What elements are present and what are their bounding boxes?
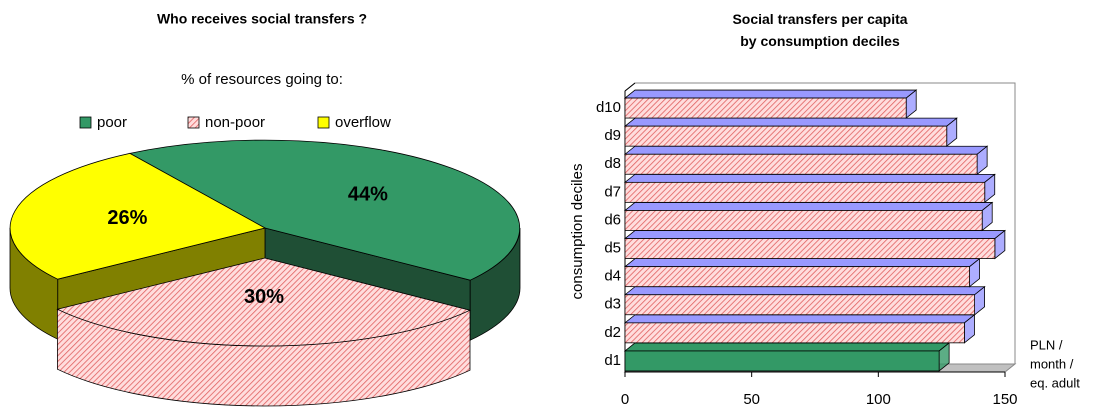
pie-subtitle: % of resources going to: <box>181 71 343 88</box>
bar <box>624 294 976 316</box>
legend-swatch <box>317 116 330 129</box>
bar-top <box>623 342 951 352</box>
y-tick-label: d5 <box>604 240 621 257</box>
y-tick-label: d7 <box>604 183 621 200</box>
bar <box>624 266 970 288</box>
slice-top <box>128 139 521 281</box>
value-label: 30% <box>244 286 284 308</box>
bar-top <box>623 258 981 268</box>
slice-top <box>9 152 267 280</box>
axis-line <box>624 82 636 92</box>
y-tick-label: d6 <box>604 211 621 228</box>
x-axis-unit: PLN / <box>1030 337 1063 352</box>
bar-top <box>623 117 958 127</box>
title-line: Social transfers per capita <box>732 11 907 27</box>
title-line: by consumption deciles <box>740 33 900 49</box>
bar <box>624 153 978 175</box>
bar <box>624 238 996 259</box>
y-tick-label: d9 <box>604 127 621 144</box>
bar-top <box>623 202 994 211</box>
bar <box>624 210 983 231</box>
bar-top <box>623 230 1007 239</box>
y-tick-label: d10 <box>596 99 621 116</box>
bar-title: Social transfers per capita by consumptio… <box>732 11 907 49</box>
x-tick-label: 150 <box>992 391 1017 408</box>
bar-top <box>623 89 918 99</box>
x-tick-label: 50 <box>743 391 760 408</box>
bar <box>624 322 965 344</box>
x-axis-unit: eq. adult <box>1030 375 1080 390</box>
bar <box>624 125 948 147</box>
legend-swatch <box>79 116 92 129</box>
legend-label: overflow <box>335 114 391 131</box>
legend-label: poor <box>97 114 127 131</box>
slice-top <box>56 257 472 347</box>
legend-swatch <box>187 116 200 129</box>
value-label: 44% <box>348 183 388 205</box>
bar <box>624 350 940 372</box>
y-axis-label: consumption deciles <box>569 164 586 300</box>
x-tick-label: 0 <box>621 391 629 408</box>
y-tick-label: d8 <box>604 155 621 172</box>
x-tick-label: 100 <box>866 391 891 408</box>
y-tick-label: d3 <box>604 296 621 313</box>
bar-top <box>623 145 989 155</box>
pie-title: Who receives social transfers ? <box>157 11 367 27</box>
y-tick-label: d1 <box>604 352 621 369</box>
legend-label: non-poor <box>205 114 265 131</box>
bar <box>624 181 986 203</box>
bar-top <box>623 314 976 324</box>
bar-top <box>623 286 986 296</box>
y-tick-label: d2 <box>604 324 621 341</box>
bar-top <box>623 173 996 183</box>
y-tick-label: d4 <box>604 268 621 285</box>
x-axis-unit: month / <box>1030 356 1074 371</box>
value-label: 26% <box>107 207 147 229</box>
bar <box>624 97 907 119</box>
